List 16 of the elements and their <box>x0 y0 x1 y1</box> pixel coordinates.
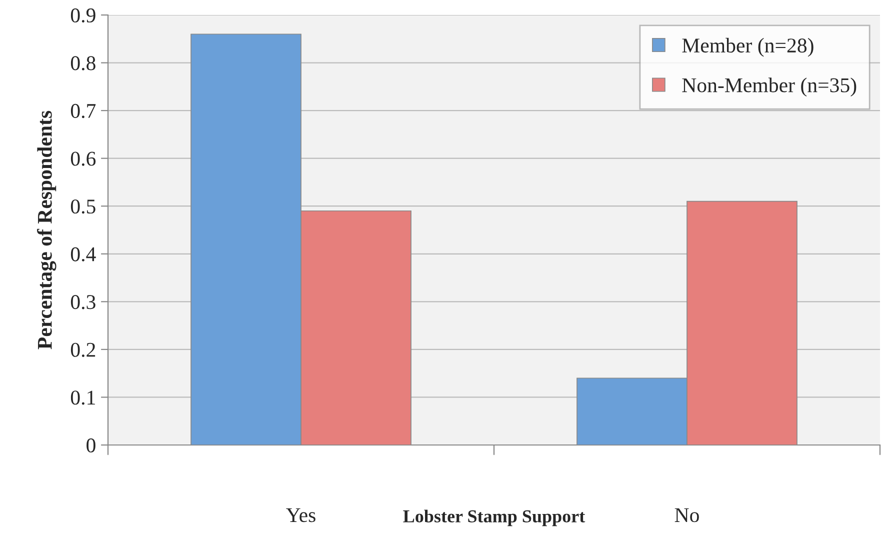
y-tick-label: 0.5 <box>70 199 96 214</box>
legend-label: Non-Member (n=35) <box>682 78 856 97</box>
x-tick-label: No <box>674 508 699 522</box>
y-axis-title: Percentage of Respondents <box>36 110 56 350</box>
y-tick-label: 0.4 <box>70 247 96 262</box>
y-tick-label: 0.6 <box>70 152 96 166</box>
y-tick-label: 0 <box>86 438 96 452</box>
y-tick-label: 0.2 <box>70 342 96 357</box>
y-tick-label: 0.3 <box>70 295 96 310</box>
y-tick-label: 0.8 <box>70 56 96 70</box>
y-tick-label: 0.1 <box>70 390 95 405</box>
x-axis-title: Lobster Stamp Support <box>403 510 586 526</box>
y-tick-label: 0.7 <box>70 104 96 118</box>
y-tick-label: 0.9 <box>70 8 96 23</box>
x-tick-label: Yes <box>286 508 316 522</box>
legend-label: Member (n=28) <box>682 38 814 57</box>
